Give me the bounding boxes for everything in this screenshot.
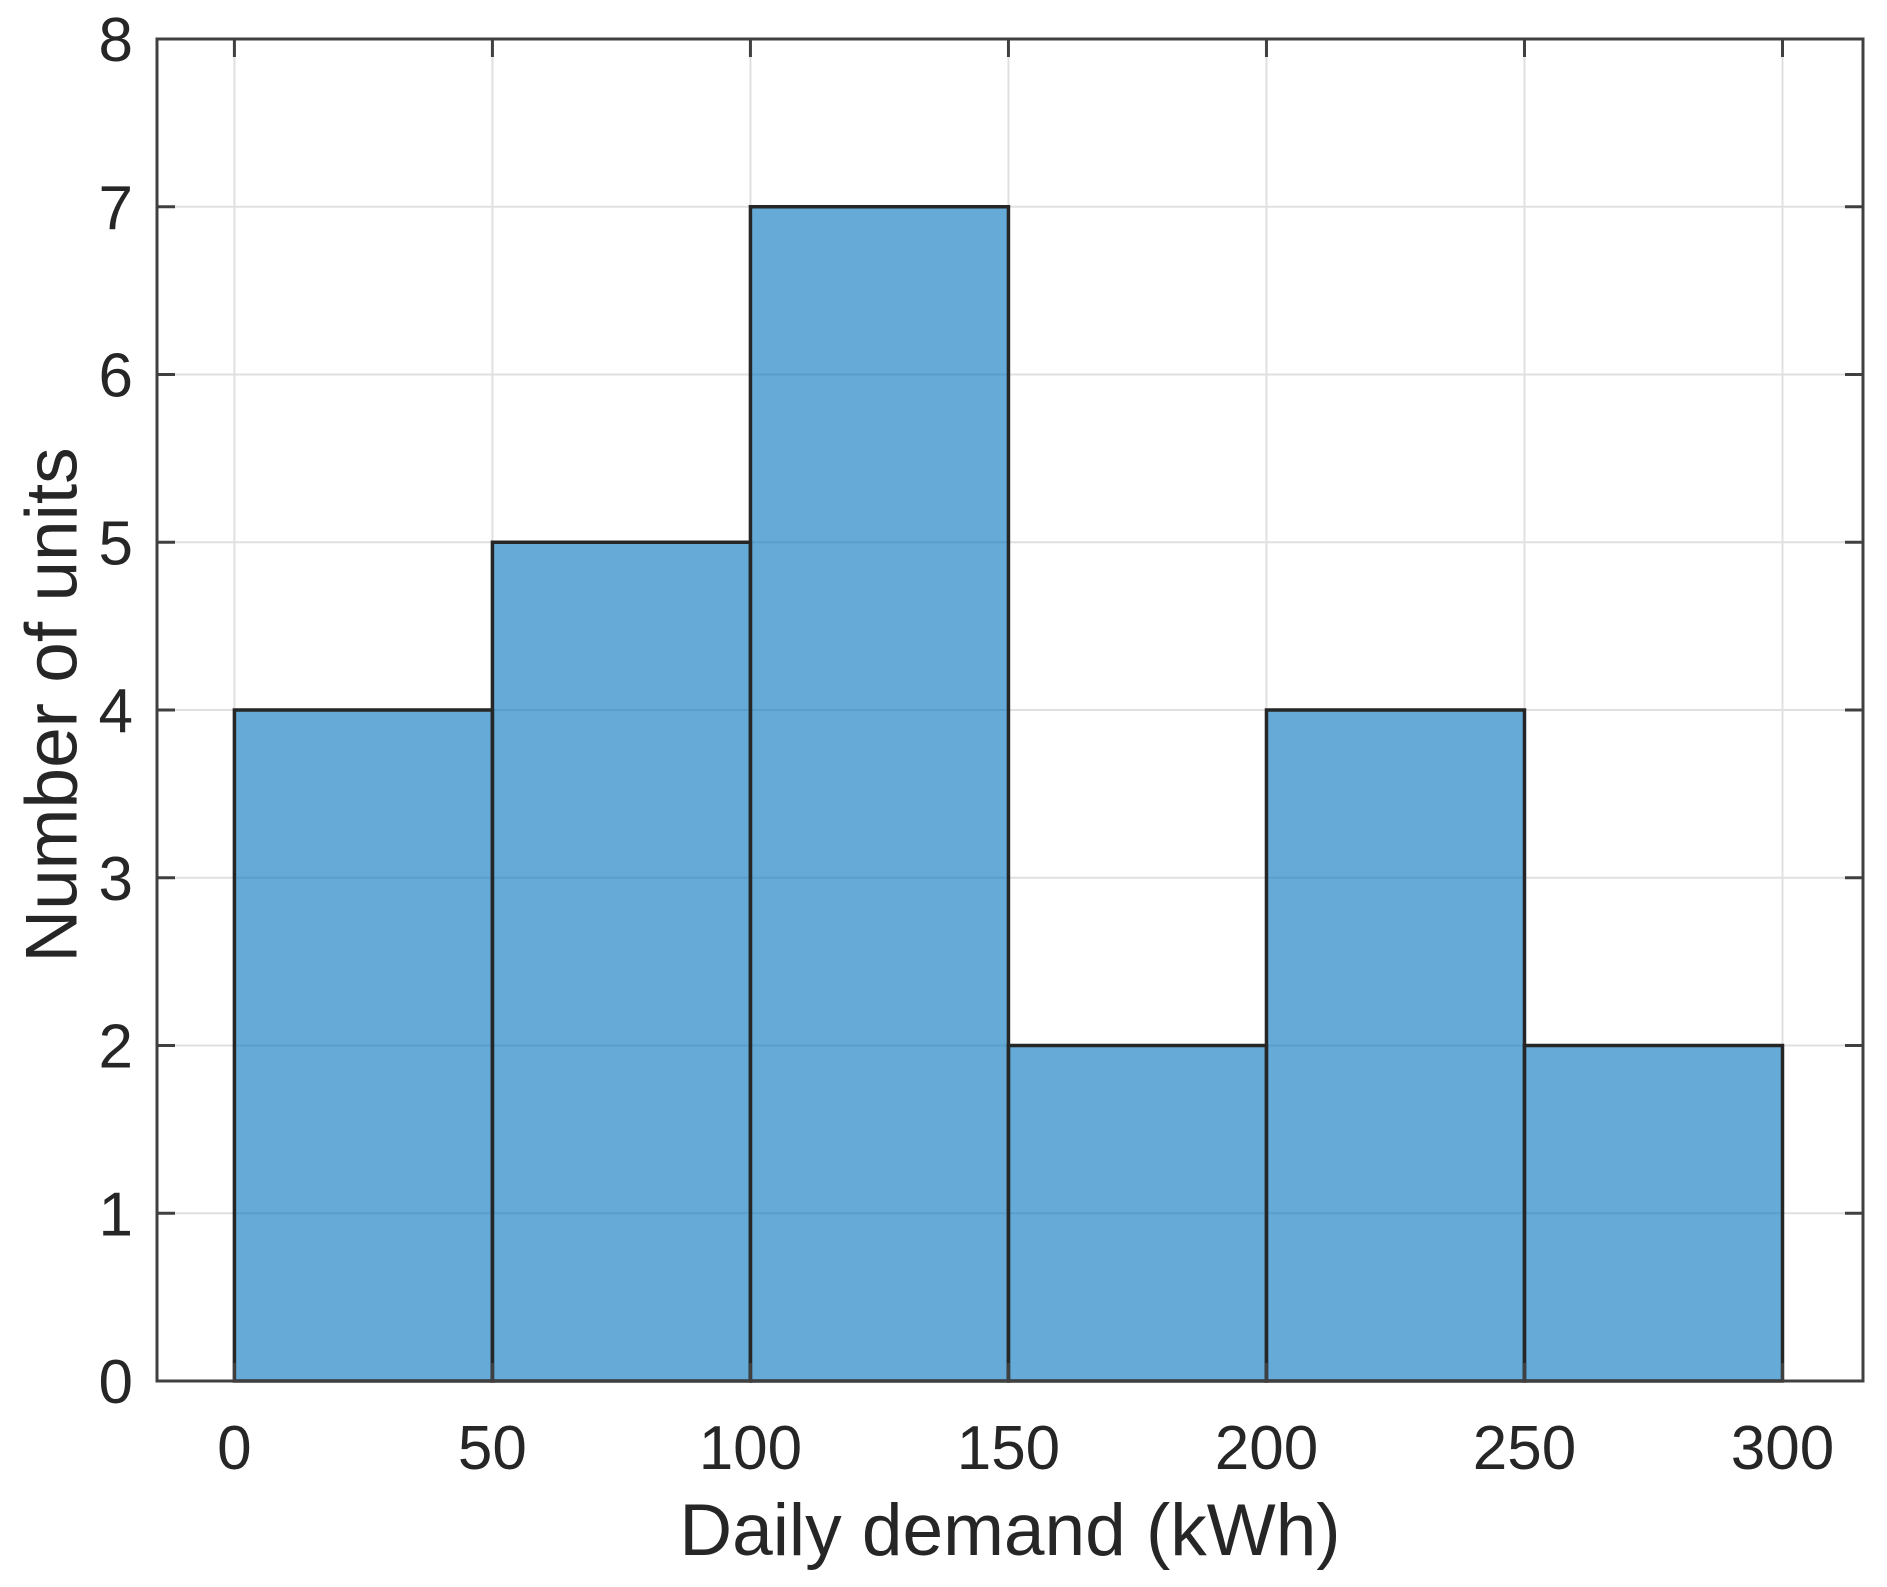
- y-tick-label: 7: [99, 174, 133, 243]
- x-axis-label: Daily demand (kWh): [679, 1490, 1341, 1571]
- y-axis-label: Number of units: [11, 447, 93, 963]
- histogram-bar: [232, 708, 495, 1383]
- x-tick-label: 100: [699, 1414, 802, 1483]
- x-tick-label: 300: [1731, 1414, 1834, 1483]
- histogram-bar: [490, 540, 753, 1383]
- y-tick-label: 4: [99, 677, 133, 746]
- y-tick-label: 8: [99, 6, 133, 75]
- x-tick-label: 250: [1473, 1414, 1576, 1483]
- y-tick-label: 0: [99, 1348, 133, 1417]
- histogram-bar: [1264, 708, 1527, 1383]
- y-tick-label: 6: [99, 342, 133, 411]
- x-tick-label: 50: [458, 1414, 527, 1483]
- y-tick-label: 5: [99, 509, 133, 578]
- y-tick-label: 3: [99, 845, 133, 914]
- x-tick-label: 0: [217, 1414, 251, 1483]
- histogram-bar: [748, 205, 1011, 1383]
- y-tick-label: 2: [99, 1013, 133, 1082]
- y-tick-label: 1: [99, 1180, 133, 1249]
- histogram-bar: [1522, 1043, 1785, 1383]
- x-tick-label: 150: [957, 1414, 1060, 1483]
- histogram-bar: [1006, 1043, 1269, 1383]
- x-tick-label: 200: [1215, 1414, 1318, 1483]
